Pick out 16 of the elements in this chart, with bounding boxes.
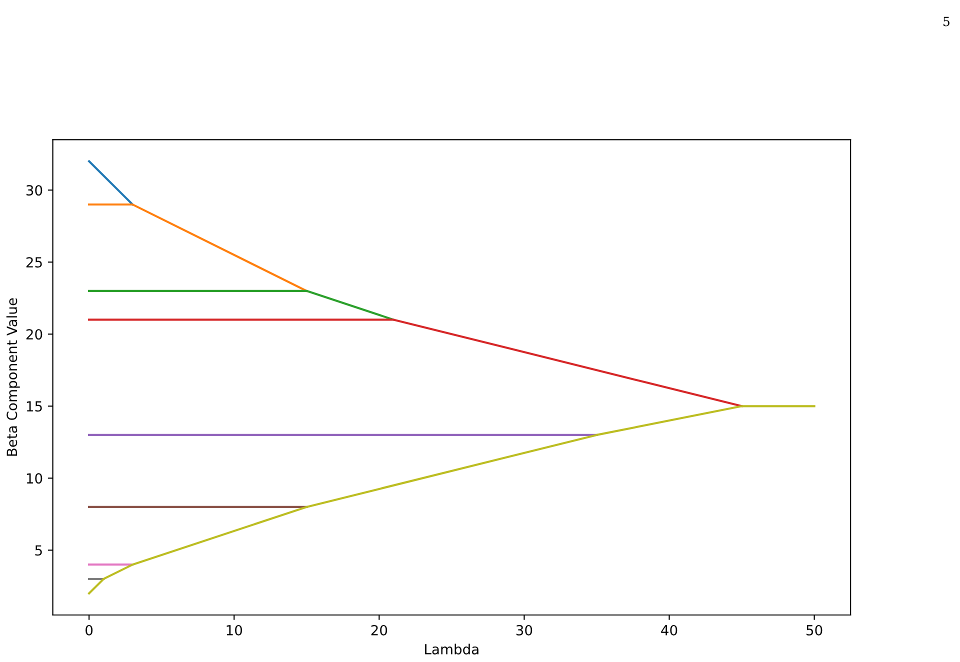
x-tick-label: 10 [226,624,242,636]
y-tick-label: 20 [26,329,42,340]
y-axis-title: Beta Component Value [6,298,20,456]
x-tick-label: 0 [86,624,93,636]
x-tick-label: 50 [806,624,822,636]
text: 5 [944,16,950,26]
x-tick-label: 40 [661,624,678,636]
x-axis-title: Lambda [425,644,478,654]
x-tick-label: 30 [516,624,532,636]
y-tick-label: 5 [35,545,42,556]
y-tick-label: 10 [26,473,42,484]
y-tick-label: 25 [26,257,42,268]
y-tick-label: 30 [26,185,42,196]
y-tick-label: 15 [26,401,42,412]
x-tick-label: 20 [371,624,388,636]
line-series [88,405,816,594]
